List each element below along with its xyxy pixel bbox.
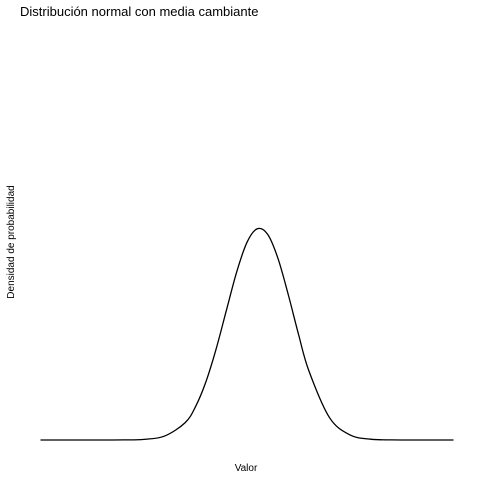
density-curve-series-1: [40, 227, 454, 441]
x-axis-label: Valor: [235, 463, 258, 474]
chart-title: Distribución normal con media cambiante: [20, 4, 258, 19]
plot-area: [40, 227, 454, 441]
y-axis-label: Densidad de probabilidad: [6, 185, 17, 298]
